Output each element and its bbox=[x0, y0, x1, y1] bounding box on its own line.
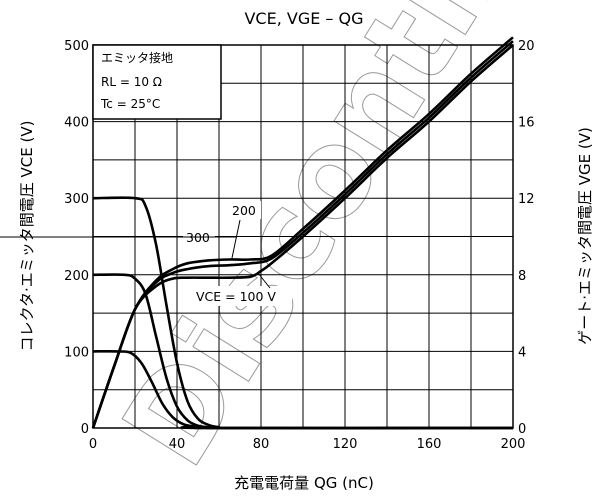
y-left-tick-label: 100 bbox=[64, 345, 89, 360]
curve-label-200-leader bbox=[231, 219, 241, 259]
y-left-tick-label: 500 bbox=[64, 39, 89, 54]
curve-label-100-leader bbox=[257, 272, 271, 289]
vge-curve-100 bbox=[91, 44, 514, 429]
vce-curve-100 bbox=[92, 349, 514, 430]
y-right-tick-label: 8 bbox=[518, 269, 526, 284]
x-tick-label: 200 bbox=[501, 437, 526, 452]
condition-3: Tc = 25°C bbox=[100, 97, 160, 111]
curve-label-100-bg bbox=[192, 286, 292, 306]
y-right-tick-label: 4 bbox=[518, 345, 526, 360]
condition-1: エミッタ接地 bbox=[101, 50, 173, 65]
curve-label-200: 200 bbox=[232, 203, 256, 218]
x-tick-label: 0 bbox=[89, 437, 97, 452]
y-axis-right-label: ゲート·エミッタ間電圧 VGE (V) bbox=[576, 127, 594, 345]
x-axis-label: 充電電荷量 QG (nC) bbox=[234, 474, 374, 492]
y-right-tick-label: 20 bbox=[518, 39, 535, 54]
x-tick-label: 80 bbox=[253, 437, 270, 452]
curve-label-200-bg bbox=[229, 201, 261, 219]
y-left-tick-label: 0 bbox=[81, 422, 89, 437]
y-right-tick-label: 12 bbox=[518, 192, 535, 207]
y-left-tick-label: 400 bbox=[64, 116, 89, 131]
y-right-tick-label: 16 bbox=[518, 116, 535, 131]
x-tick-label: 120 bbox=[333, 437, 358, 452]
x-tick-label: 160 bbox=[417, 437, 442, 452]
chart-title: VCE, VGE – QG bbox=[244, 9, 363, 28]
y-left-tick-label: 200 bbox=[64, 269, 89, 284]
conditions-box bbox=[92, 44, 222, 120]
series-group bbox=[91, 36, 514, 430]
condition-2: RL = 10 Ω bbox=[101, 75, 162, 89]
y-left-tick-label: 300 bbox=[64, 192, 89, 207]
y-right-tick-label: 0 bbox=[518, 422, 526, 437]
x-tick-label: 40 bbox=[169, 437, 186, 452]
y-axis-left-label: コレクタ·エミッタ間電圧 VCE (V) bbox=[18, 121, 36, 352]
curve-label-100: VCE = 100 V bbox=[196, 289, 276, 304]
